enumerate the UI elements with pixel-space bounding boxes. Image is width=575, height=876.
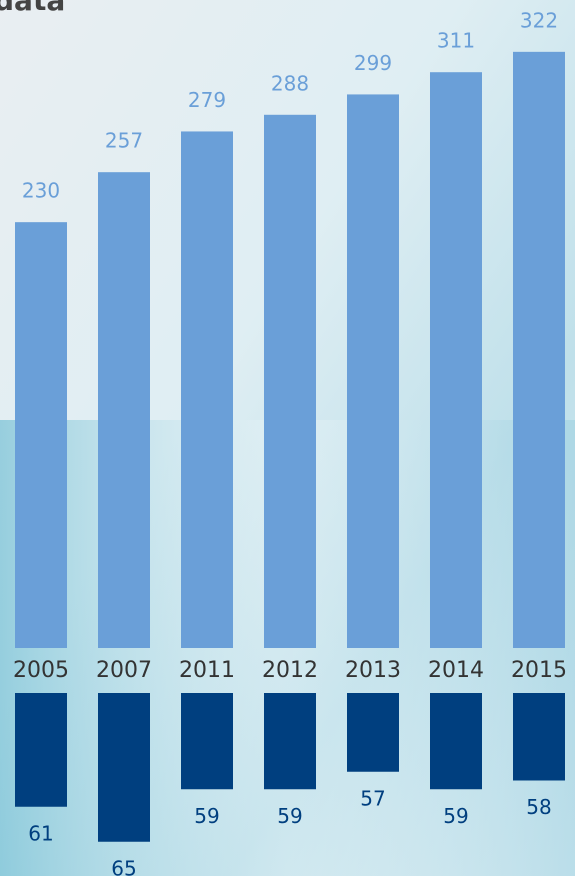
x-tick-label: 2007 — [96, 658, 152, 683]
bar — [347, 94, 399, 648]
value-label: 288 — [271, 71, 309, 95]
chart-title: data — [0, 0, 65, 17]
value-label: 299 — [354, 51, 392, 75]
value-label: 57 — [360, 786, 385, 810]
bar — [15, 222, 67, 648]
chart: data 230 257 279 288 299 311 322 61 65 59 59 57 59 58… — [0, 0, 575, 876]
bar — [430, 693, 482, 789]
x-tick-label: 2013 — [345, 658, 401, 683]
x-tick-label: 2012 — [262, 658, 318, 683]
value-label: 230 — [22, 179, 60, 203]
value-label: 322 — [520, 8, 558, 32]
value-label: 311 — [437, 29, 475, 53]
value-label: 279 — [188, 88, 226, 112]
x-tick-label: 2011 — [179, 658, 235, 683]
bar — [98, 693, 150, 842]
bar — [264, 693, 316, 789]
bar — [15, 693, 67, 807]
bar — [181, 131, 233, 648]
value-label: 65 — [111, 856, 136, 876]
value-label: 59 — [277, 804, 302, 828]
x-tick-label: 2014 — [428, 658, 484, 683]
bar — [264, 115, 316, 648]
bar — [430, 72, 482, 648]
x-tick-label: 2005 — [13, 658, 69, 683]
value-label: 59 — [443, 804, 468, 828]
x-tick-label: 2015 — [511, 658, 567, 683]
value-label: 61 — [28, 821, 53, 845]
page: {"chart_data": [ {"type": "bar", "title"… — [0, 0, 575, 876]
bar — [513, 52, 565, 648]
value-label: 58 — [526, 795, 551, 819]
bar — [347, 693, 399, 772]
value-label: 59 — [194, 804, 219, 828]
bar — [181, 693, 233, 789]
bar — [513, 693, 565, 781]
value-label: 257 — [105, 129, 143, 153]
bar — [98, 172, 150, 648]
